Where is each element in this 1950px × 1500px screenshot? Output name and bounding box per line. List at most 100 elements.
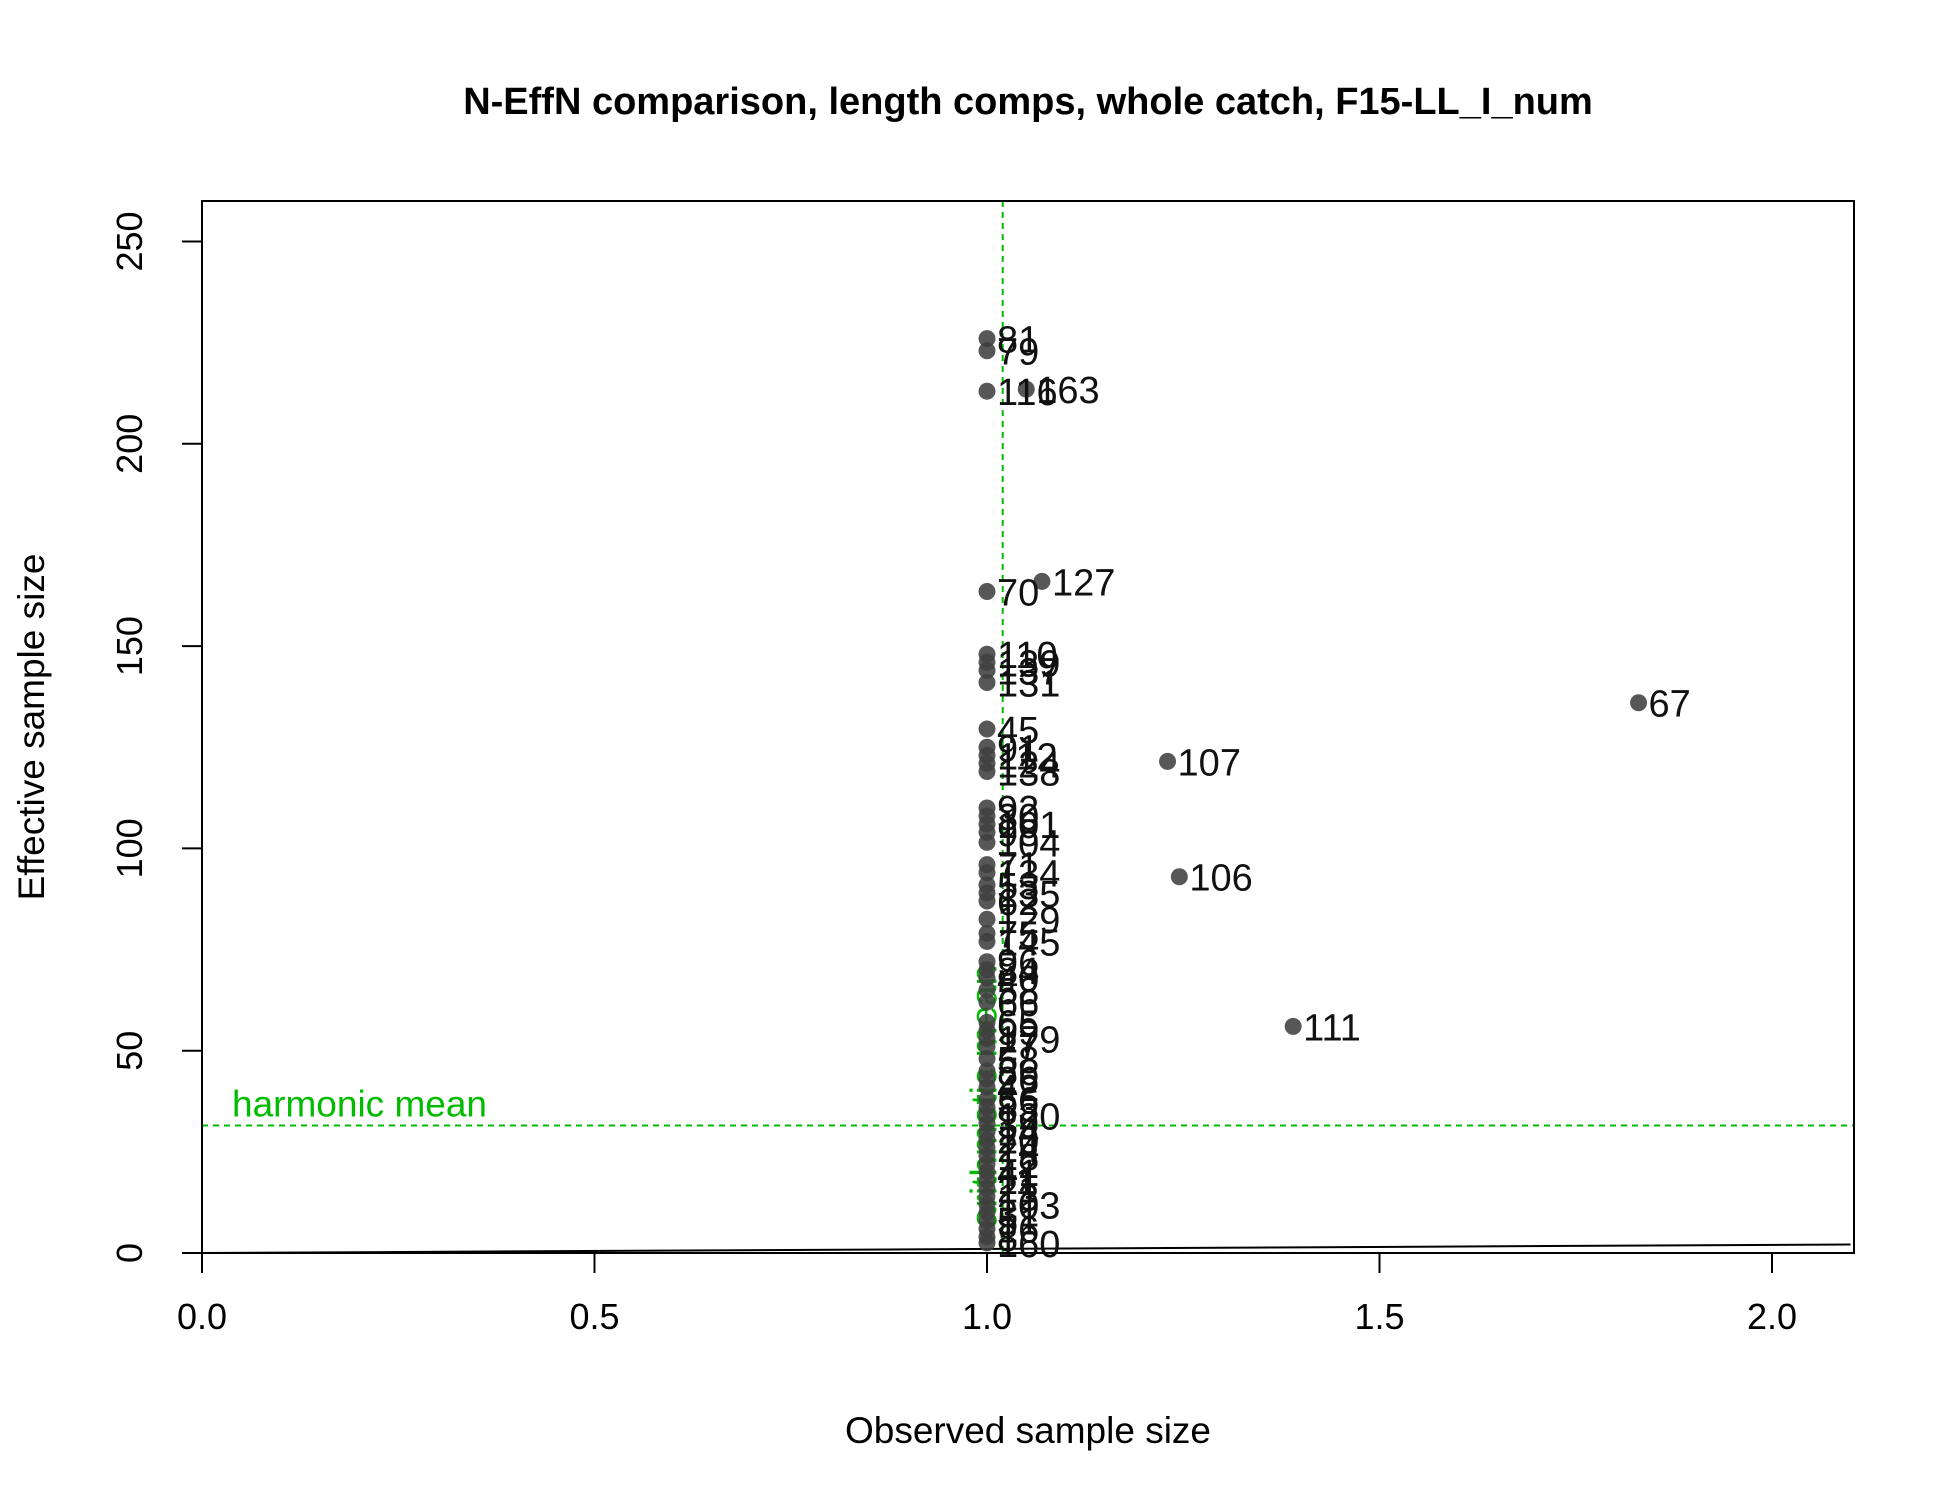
point-label: 45 <box>997 710 1039 752</box>
point-label: 110 <box>997 635 1058 677</box>
data-point <box>978 661 996 679</box>
point-label: 75 <box>997 914 1039 956</box>
point-label: 27 <box>997 1028 1039 1070</box>
data-point <box>978 330 996 348</box>
data-point <box>1630 694 1648 712</box>
point-label: 40 <box>997 959 1039 1001</box>
point-label: 70 <box>997 572 1039 614</box>
point-label: 79 <box>997 332 1039 374</box>
data-point <box>978 981 996 999</box>
y-axis: 0 50 100 150 200 250 <box>109 211 203 1263</box>
y-tick-label: 250 <box>109 211 150 271</box>
point-label: 104 <box>997 823 1060 865</box>
data-point <box>978 910 996 928</box>
chart-title: N-EffN comparison, length comps, whole c… <box>463 81 1593 123</box>
point-label: 51 <box>997 1202 1039 1244</box>
point-label: 116 <box>997 372 1058 414</box>
point-label: 30 <box>997 797 1039 839</box>
one-to-one-line <box>201 1243 1851 1254</box>
point-label: 124 <box>997 744 1060 786</box>
point-label: 24 <box>997 1129 1039 1171</box>
point-label: 84 <box>997 951 1039 993</box>
point-label: 92 <box>997 789 1039 831</box>
y-tick-label: 0 <box>109 1243 150 1263</box>
point-label: 58 <box>997 1040 1039 1082</box>
data-point <box>978 342 996 360</box>
point-label: 62 <box>997 882 1039 924</box>
points-layer <box>978 330 1648 1252</box>
data-point <box>978 969 996 987</box>
point-label: 71 <box>997 846 1039 888</box>
data-point <box>1017 380 1035 398</box>
point-label: 83 <box>997 1088 1039 1130</box>
data-point <box>978 1078 996 1096</box>
point-label: 26 <box>997 1060 1039 1102</box>
one-to-one-line-layer <box>201 1243 1851 1254</box>
point-label: 20 <box>997 1121 1039 1163</box>
data-point <box>978 763 996 781</box>
point-label: 179 <box>997 1020 1060 1062</box>
point-label: 12 <box>997 1145 1039 1187</box>
point-label: 139 <box>997 643 1060 685</box>
x-tick-label: 1.5 <box>1354 1296 1404 1337</box>
y-tick-label: 100 <box>109 818 150 878</box>
y-tick-label: 200 <box>109 414 150 474</box>
point-label: 112 <box>997 736 1058 778</box>
data-point <box>978 892 996 910</box>
data-point <box>978 582 996 600</box>
point-label: 65 <box>997 1003 1039 1045</box>
point-label: 134 <box>997 854 1060 896</box>
data-point <box>1284 1017 1302 1035</box>
point-label: 111 <box>1303 1007 1361 1049</box>
point-label: 99 <box>997 1011 1039 1053</box>
point-label: 21 <box>997 1169 1039 1211</box>
point-label: 101 <box>997 805 1060 847</box>
point-label: 58 <box>997 971 1039 1013</box>
point-label: 96 <box>997 943 1039 985</box>
data-point <box>978 1234 996 1252</box>
x-tick-label: 2.0 <box>1747 1296 1797 1337</box>
point-label: 18 <box>997 1137 1039 1179</box>
data-point <box>978 1038 996 1056</box>
point-label: 120 <box>997 1096 1060 1138</box>
point-label: 41 <box>997 1153 1039 1195</box>
point-label: 129 <box>997 900 1060 942</box>
point-label: 137 <box>997 651 1060 693</box>
point-label: 8 <box>997 1218 1018 1260</box>
point-label: 53 <box>997 866 1039 908</box>
x-tick-label: 0.5 <box>569 1296 619 1337</box>
y-tick-label: 150 <box>109 616 150 676</box>
x-tick-label: 1.0 <box>962 1296 1012 1337</box>
data-point <box>978 720 996 738</box>
x-axis: 0.0 0.5 1.0 1.5 2.0 <box>177 1252 1797 1337</box>
data-point <box>978 382 996 400</box>
point-label: 31 <box>997 1194 1039 1236</box>
data-point <box>1159 752 1177 770</box>
data-point <box>978 864 996 882</box>
point-label: 138 <box>997 753 1060 795</box>
point-label: 98 <box>997 813 1039 855</box>
point-label: 160 <box>997 1224 1060 1266</box>
point-label: 39 <box>997 1105 1039 1147</box>
point-label: 66 <box>997 983 1039 1025</box>
y-axis-title: Effective sample size <box>11 554 52 901</box>
data-point <box>1170 868 1188 886</box>
data-point <box>978 674 996 692</box>
point-label: 127 <box>1052 562 1115 604</box>
point-label: 67 <box>1649 684 1691 726</box>
point-label: 107 <box>1178 742 1241 784</box>
x-tick-label: 0.0 <box>177 1296 227 1337</box>
x-axis-title: Observed sample size <box>845 1410 1211 1451</box>
point-label: 135 <box>997 874 1060 916</box>
point-label: 106 <box>1189 858 1252 900</box>
data-point <box>978 993 996 1011</box>
point-label: 145 <box>997 922 1060 964</box>
point-label: 103 <box>997 1185 1060 1227</box>
point-label: 131 <box>997 664 1060 706</box>
data-point <box>978 833 996 851</box>
point-label: 11 <box>997 1161 1036 1203</box>
point-label: 56 <box>997 1080 1039 1122</box>
